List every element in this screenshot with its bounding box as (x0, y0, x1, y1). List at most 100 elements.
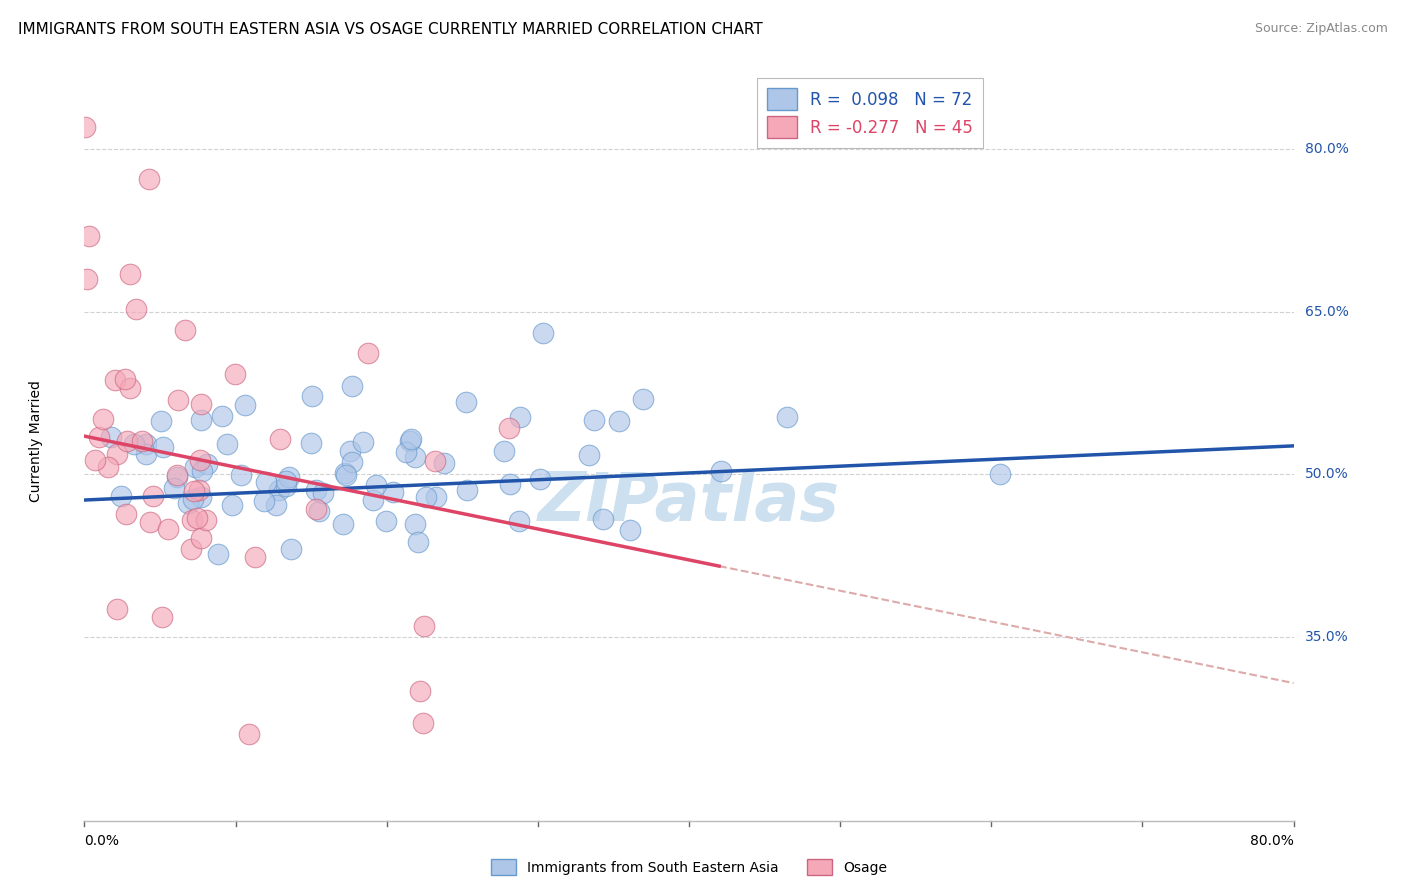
Point (117, 434, 139, 448)
Point (509, 409, 531, 424)
Point (456, 483, 478, 498)
Point (135, 437, 157, 451)
Point (305, 483, 328, 497)
Text: IMMIGRANTS FROM SOUTH EASTERN ASIA VS OSAGE CURRENTLY MARRIED CORRELATION CHART: IMMIGRANTS FROM SOUTH EASTERN ASIA VS OS… (18, 22, 763, 37)
Point (312, 485, 335, 500)
Point (508, 514, 530, 528)
Point (299, 435, 322, 450)
Point (456, 394, 478, 409)
Point (776, 410, 799, 425)
Text: 35.0%: 35.0% (1305, 630, 1348, 643)
Point (253, 493, 276, 508)
Point (131, 434, 153, 448)
Point (619, 524, 641, 538)
Point (254, 475, 277, 489)
Point (221, 498, 243, 512)
Point (274, 474, 297, 488)
Point (87, 430, 110, 444)
Point (399, 432, 422, 446)
Point (84, 452, 107, 467)
Point (118, 267, 141, 281)
Point (415, 490, 437, 504)
Text: 65.0%: 65.0% (1305, 304, 1348, 318)
Point (139, 516, 162, 530)
Point (138, 171, 160, 186)
Point (91, 411, 114, 425)
Point (183, 483, 205, 498)
Text: Currently Married: Currently Married (30, 381, 44, 502)
Point (301, 389, 323, 403)
Point (988, 467, 1011, 481)
Point (578, 448, 600, 462)
Point (149, 414, 172, 428)
Point (100, 429, 122, 443)
Point (274, 479, 297, 493)
Point (190, 413, 212, 427)
Point (332, 516, 354, 531)
Point (120, 381, 142, 395)
Point (342, 454, 364, 468)
Point (408, 683, 430, 698)
Point (79, 228, 101, 243)
Point (406, 534, 429, 549)
Point (195, 457, 218, 471)
Point (339, 443, 361, 458)
Point (104, 373, 127, 387)
Text: 80.0%: 80.0% (1250, 834, 1294, 847)
Point (531, 326, 554, 341)
Point (174, 323, 197, 337)
Point (399, 434, 422, 449)
Point (305, 502, 328, 516)
Point (269, 433, 291, 447)
Point (97, 459, 120, 474)
Point (191, 464, 214, 478)
Point (340, 379, 363, 393)
Point (190, 531, 212, 545)
Text: 0.0%: 0.0% (84, 834, 120, 847)
Point (152, 440, 174, 454)
Point (166, 470, 188, 484)
Point (233, 398, 256, 412)
Legend: Immigrants from South Eastern Asia, Osage: Immigrants from South Eastern Asia, Osag… (484, 852, 894, 882)
Point (498, 420, 520, 434)
Point (183, 491, 205, 506)
Point (207, 547, 229, 561)
Point (356, 346, 378, 360)
Point (135, 447, 157, 461)
Point (710, 464, 733, 478)
Point (352, 434, 374, 449)
Point (267, 483, 290, 497)
Point (167, 392, 190, 407)
Point (238, 727, 260, 741)
Point (363, 493, 385, 508)
Point (499, 476, 522, 491)
Point (582, 413, 605, 427)
Point (166, 468, 188, 483)
Point (278, 470, 301, 484)
Point (188, 453, 211, 467)
Point (280, 541, 302, 556)
Point (395, 445, 418, 459)
Point (412, 716, 434, 731)
Point (374, 514, 396, 528)
Point (115, 508, 138, 522)
Text: ZIPatlas: ZIPatlas (538, 469, 839, 535)
Point (114, 371, 136, 385)
Point (607, 414, 630, 428)
Point (211, 409, 233, 423)
Point (425, 490, 447, 504)
Point (162, 481, 184, 495)
Point (364, 478, 387, 492)
Point (125, 301, 148, 316)
Point (105, 602, 128, 616)
Point (264, 498, 287, 512)
Point (186, 511, 208, 525)
Point (433, 456, 456, 470)
Point (195, 513, 218, 527)
Point (190, 397, 212, 411)
Point (177, 496, 200, 510)
Point (188, 483, 211, 497)
Point (413, 618, 436, 632)
Point (224, 367, 246, 381)
Point (308, 504, 330, 518)
